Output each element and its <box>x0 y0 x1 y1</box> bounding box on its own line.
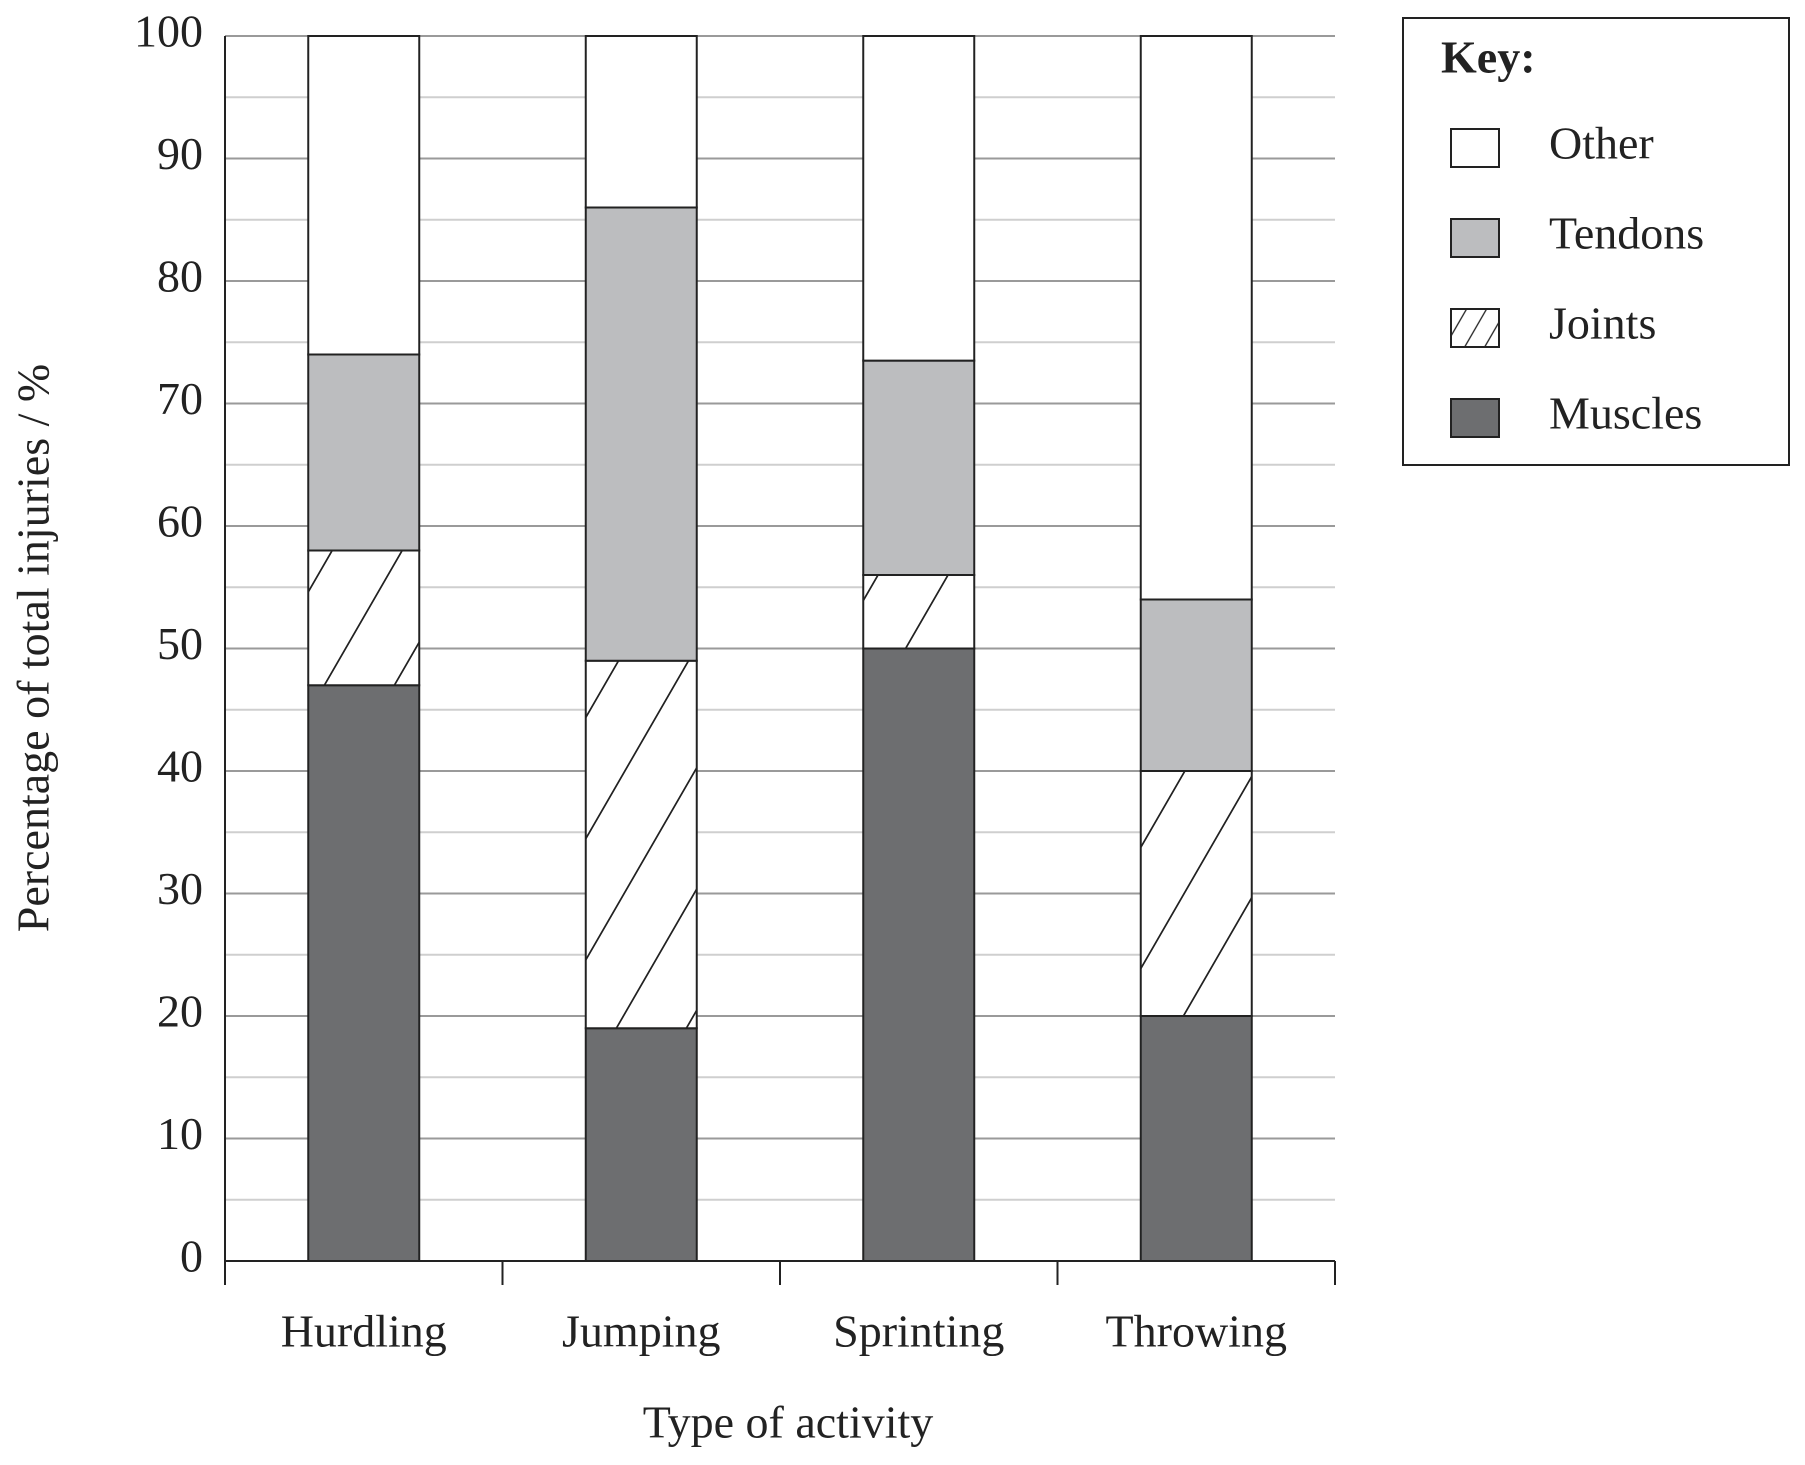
legend-label: Joints <box>1549 298 1656 349</box>
y-tick-label: 70 <box>157 373 203 424</box>
y-tick-label: 40 <box>157 741 203 792</box>
bar-segment <box>584 1027 698 1262</box>
bar-segment <box>307 35 421 356</box>
legend-swatch <box>1450 128 1500 168</box>
legend-label: Tendons <box>1549 208 1704 259</box>
y-tick-label: 30 <box>157 863 203 914</box>
bar-segment <box>1139 1015 1253 1262</box>
legend-label: Muscles <box>1549 388 1702 439</box>
y-tick-label: 0 <box>180 1231 203 1282</box>
y-tick-label: 20 <box>157 986 203 1037</box>
bar-segment <box>1139 35 1253 601</box>
bar-segment <box>862 35 976 362</box>
y-tick-label: 50 <box>157 618 203 669</box>
bar-segment <box>307 353 421 552</box>
legend-label: Other <box>1549 118 1654 169</box>
bar-segment <box>862 574 976 650</box>
x-tick-label: Throwing <box>1106 1306 1287 1357</box>
bar-segment <box>584 206 698 662</box>
bar-segment <box>584 35 698 209</box>
y-axis-title: Percentage of total injuries / % <box>8 364 59 932</box>
bar-segment <box>307 549 421 687</box>
y-tick-label: 100 <box>134 6 203 57</box>
bar-segment <box>1139 598 1253 772</box>
x-axis-title: Type of activity <box>643 1397 934 1448</box>
bar-segment <box>1139 770 1253 1017</box>
x-tick-label: Jumping <box>562 1306 720 1357</box>
legend-swatch <box>1450 398 1500 438</box>
bar-segment <box>307 684 421 1262</box>
legend-swatch <box>1450 218 1500 258</box>
bar-segment <box>584 659 698 1030</box>
bar-segment <box>862 647 976 1262</box>
y-tick-label: 10 <box>157 1108 203 1159</box>
x-tick-label: Hurdling <box>281 1306 447 1357</box>
x-tick-label: Sprinting <box>833 1306 1004 1357</box>
y-tick-label: 90 <box>157 128 203 179</box>
legend-swatch <box>1450 308 1500 348</box>
legend-title: Key: <box>1441 32 1536 83</box>
y-tick-label: 60 <box>157 496 203 547</box>
y-tick-label: 80 <box>157 251 203 302</box>
bar-segment <box>862 359 976 576</box>
